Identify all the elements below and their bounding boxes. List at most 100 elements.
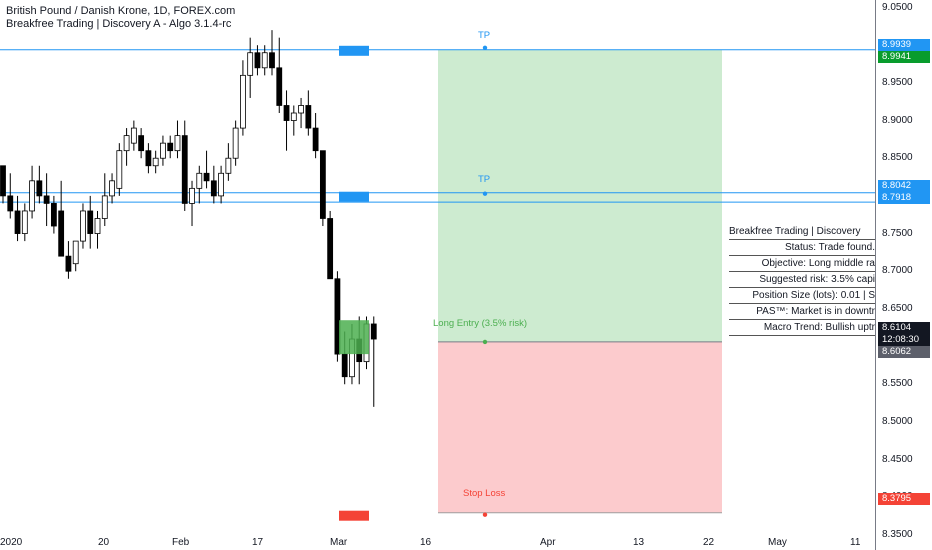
- candle-body: [36, 180, 43, 197]
- candle-body: [196, 172, 203, 189]
- take-profit-zone: [438, 49, 722, 342]
- candle-body: [80, 210, 86, 242]
- price-tick-label: 8.5500: [882, 378, 913, 390]
- candle-body: [72, 240, 79, 265]
- candle-body: [312, 127, 319, 152]
- stop-marker: [339, 510, 369, 521]
- candle-body: [181, 135, 188, 204]
- tp-mid-marker: [339, 191, 369, 202]
- stop-dot: [482, 512, 488, 517]
- tp-upper-price-badge: 8.9939: [878, 39, 930, 51]
- price-tick-label: 8.8500: [882, 152, 913, 164]
- candle-body: [232, 127, 239, 159]
- candle-body: [138, 135, 145, 152]
- stop-price-badge: 8.3795: [878, 493, 930, 505]
- time-tick-label: 17: [252, 537, 264, 548]
- time-tick-label: 13: [633, 537, 645, 548]
- price-tick-label: 8.6500: [882, 302, 913, 314]
- candle-body: [145, 150, 152, 167]
- time-tick-label: May: [768, 537, 787, 548]
- tp-mid-dot: [482, 191, 488, 196]
- time-tick-label: Feb: [172, 537, 190, 548]
- candle-body: [210, 180, 217, 197]
- info-panel-row: Objective: Long middle ra: [729, 256, 875, 272]
- candle-body: [240, 74, 246, 129]
- candle-body: [327, 218, 334, 280]
- candle-body: [21, 210, 28, 234]
- candle-body: [116, 150, 123, 189]
- candle-body: [319, 150, 326, 219]
- entry-dot: [482, 339, 488, 345]
- tp-mid-price-badge: 8.8042: [878, 180, 930, 192]
- time-tick-label: 2020: [0, 537, 23, 548]
- price-tick-label: 8.9000: [882, 114, 913, 126]
- time-tick-label: Mar: [330, 537, 348, 548]
- candle-body: [101, 195, 108, 219]
- price-tick-label: 8.7000: [882, 265, 913, 277]
- candle-body: [370, 323, 377, 340]
- candle-body: [87, 210, 94, 234]
- entry-marker: [339, 320, 369, 355]
- tp-label-mid: TP: [478, 174, 491, 185]
- candle-body: [290, 112, 297, 121]
- price-tick-label: 9.0500: [882, 1, 913, 13]
- candle-body: [174, 135, 181, 152]
- candle-body: [269, 52, 275, 69]
- candle-body: [29, 180, 35, 212]
- candle-body: [14, 210, 21, 234]
- candle-body: [50, 203, 57, 227]
- candle-body: [130, 127, 137, 144]
- time-tick-label: 11: [850, 537, 861, 548]
- candle-body: [7, 195, 14, 212]
- candle-body: [283, 105, 290, 121]
- price-tick-label: 8.9500: [882, 76, 913, 88]
- info-panel-row: Macro Trend: Bullish uptr: [729, 320, 875, 336]
- candle-body: [334, 278, 341, 355]
- candle-body: [123, 135, 130, 152]
- candle-body: [58, 210, 65, 257]
- candle-body: [305, 105, 312, 129]
- indicator-name[interactable]: Breakfree Trading | Discovery A - Algo 3…: [6, 18, 232, 30]
- info-panel-row: Status: Trade found.: [729, 240, 875, 256]
- symbol-title[interactable]: British Pound / Danish Krone, 1D, FOREX.…: [6, 5, 236, 17]
- entry-price-badge: 8.6062: [878, 346, 930, 358]
- price-tick-label: 8.7500: [882, 227, 913, 239]
- candle-body: [247, 52, 254, 76]
- time-tick-label: 20: [98, 537, 110, 548]
- candle-body: [43, 195, 50, 204]
- candle-body: [0, 165, 6, 197]
- tp-label-upper: TP: [478, 30, 491, 41]
- candle-body: [152, 157, 159, 167]
- time-tick-label: 22: [703, 537, 715, 548]
- info-panel-row: Breakfree Trading | Discovery: [729, 224, 875, 240]
- time-tick-label: Apr: [540, 537, 556, 548]
- current-price-badge: 8.6104: [878, 322, 930, 334]
- price-axis[interactable]: [875, 0, 932, 550]
- info-panel-row: Suggested risk: 3.5% capi: [729, 272, 875, 288]
- entry-label: Long Entry (3.5% risk): [433, 318, 527, 329]
- tp-upper-marker: [339, 45, 369, 56]
- info-panel-row: PAS™: Market is in downtr: [729, 304, 875, 320]
- stop-loss-label: Stop Loss: [463, 488, 506, 499]
- tp-mid-price-badge-2: 8.7918: [878, 192, 930, 204]
- candle-body: [94, 218, 101, 234]
- candle-body: [189, 187, 195, 204]
- candle-body: [218, 172, 225, 197]
- candle-body: [298, 105, 304, 114]
- stop-loss-zone: [438, 341, 722, 513]
- tp-upper-price-badge-2: 8.9941: [878, 51, 930, 63]
- candle-body: [276, 67, 283, 106]
- tp-upper-dot: [482, 45, 488, 51]
- price-tick-label: 8.3500: [882, 528, 913, 540]
- candle-body: [261, 52, 268, 69]
- bar-countdown: 12:08:30: [878, 334, 930, 346]
- candle-body: [160, 142, 166, 159]
- candle-body: [65, 255, 72, 272]
- candle-body: [109, 180, 115, 197]
- time-tick-label: 16: [420, 537, 432, 548]
- price-tick-label: 8.4500: [882, 453, 913, 465]
- candle-body: [341, 353, 348, 378]
- info-panel-row: Position Size (lots): 0.01 | S: [729, 288, 875, 304]
- candle-body: [203, 172, 210, 182]
